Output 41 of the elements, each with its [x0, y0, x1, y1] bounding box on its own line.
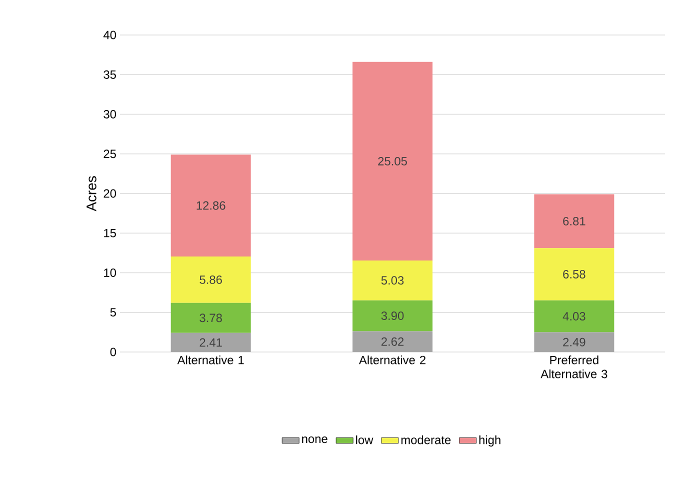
data-label: 2.62: [381, 337, 404, 346]
bar: [534, 332, 614, 352]
legend-label: moderate: [401, 435, 451, 444]
bar: [534, 194, 614, 248]
legend-label: low: [356, 435, 374, 444]
bar: [352, 300, 433, 332]
legend-label: none: [302, 436, 328, 444]
bar: [534, 300, 614, 332]
x-tick-label: Preferred Alternative 3: [540, 356, 608, 378]
y-tick-label: 15: [104, 228, 116, 238]
y-tick-label: 25: [104, 150, 116, 158]
data-label: 2.49: [563, 338, 586, 346]
bar: [170, 302, 251, 333]
x-tick-label: Alternative 2: [358, 356, 426, 364]
data-label: 4.03: [562, 312, 586, 321]
y-tick-label: 10: [104, 268, 116, 277]
y-axis-title: Acres: [86, 176, 96, 212]
data-label: 6.81: [563, 216, 586, 226]
x-tick-label: Alternative 1: [177, 356, 244, 364]
bar: [170, 332, 251, 352]
bar: [352, 62, 433, 260]
legend-label: high: [479, 435, 500, 447]
data-label: 5.86: [200, 275, 222, 284]
bar: [170, 154, 251, 256]
data-label: 2.41: [200, 338, 222, 347]
data-label: 12.86: [196, 201, 226, 210]
y-tick-label: 40: [103, 30, 116, 40]
y-tick-label: 35: [104, 70, 116, 79]
y-tick-label: 30: [104, 110, 116, 118]
bar: [352, 331, 433, 352]
y-tick-label: 0: [110, 348, 116, 356]
y-tick-label: 5: [110, 308, 116, 317]
bar: [352, 260, 433, 300]
data-label: 25.05: [378, 156, 407, 166]
data-label: 5.03: [381, 276, 404, 285]
data-label: 6.58: [563, 270, 586, 278]
data-label: 3.78: [200, 314, 222, 322]
bar: [170, 256, 251, 303]
data-label: 3.90: [381, 312, 404, 320]
bar: [534, 248, 614, 300]
y-tick-label: 20: [104, 189, 116, 198]
